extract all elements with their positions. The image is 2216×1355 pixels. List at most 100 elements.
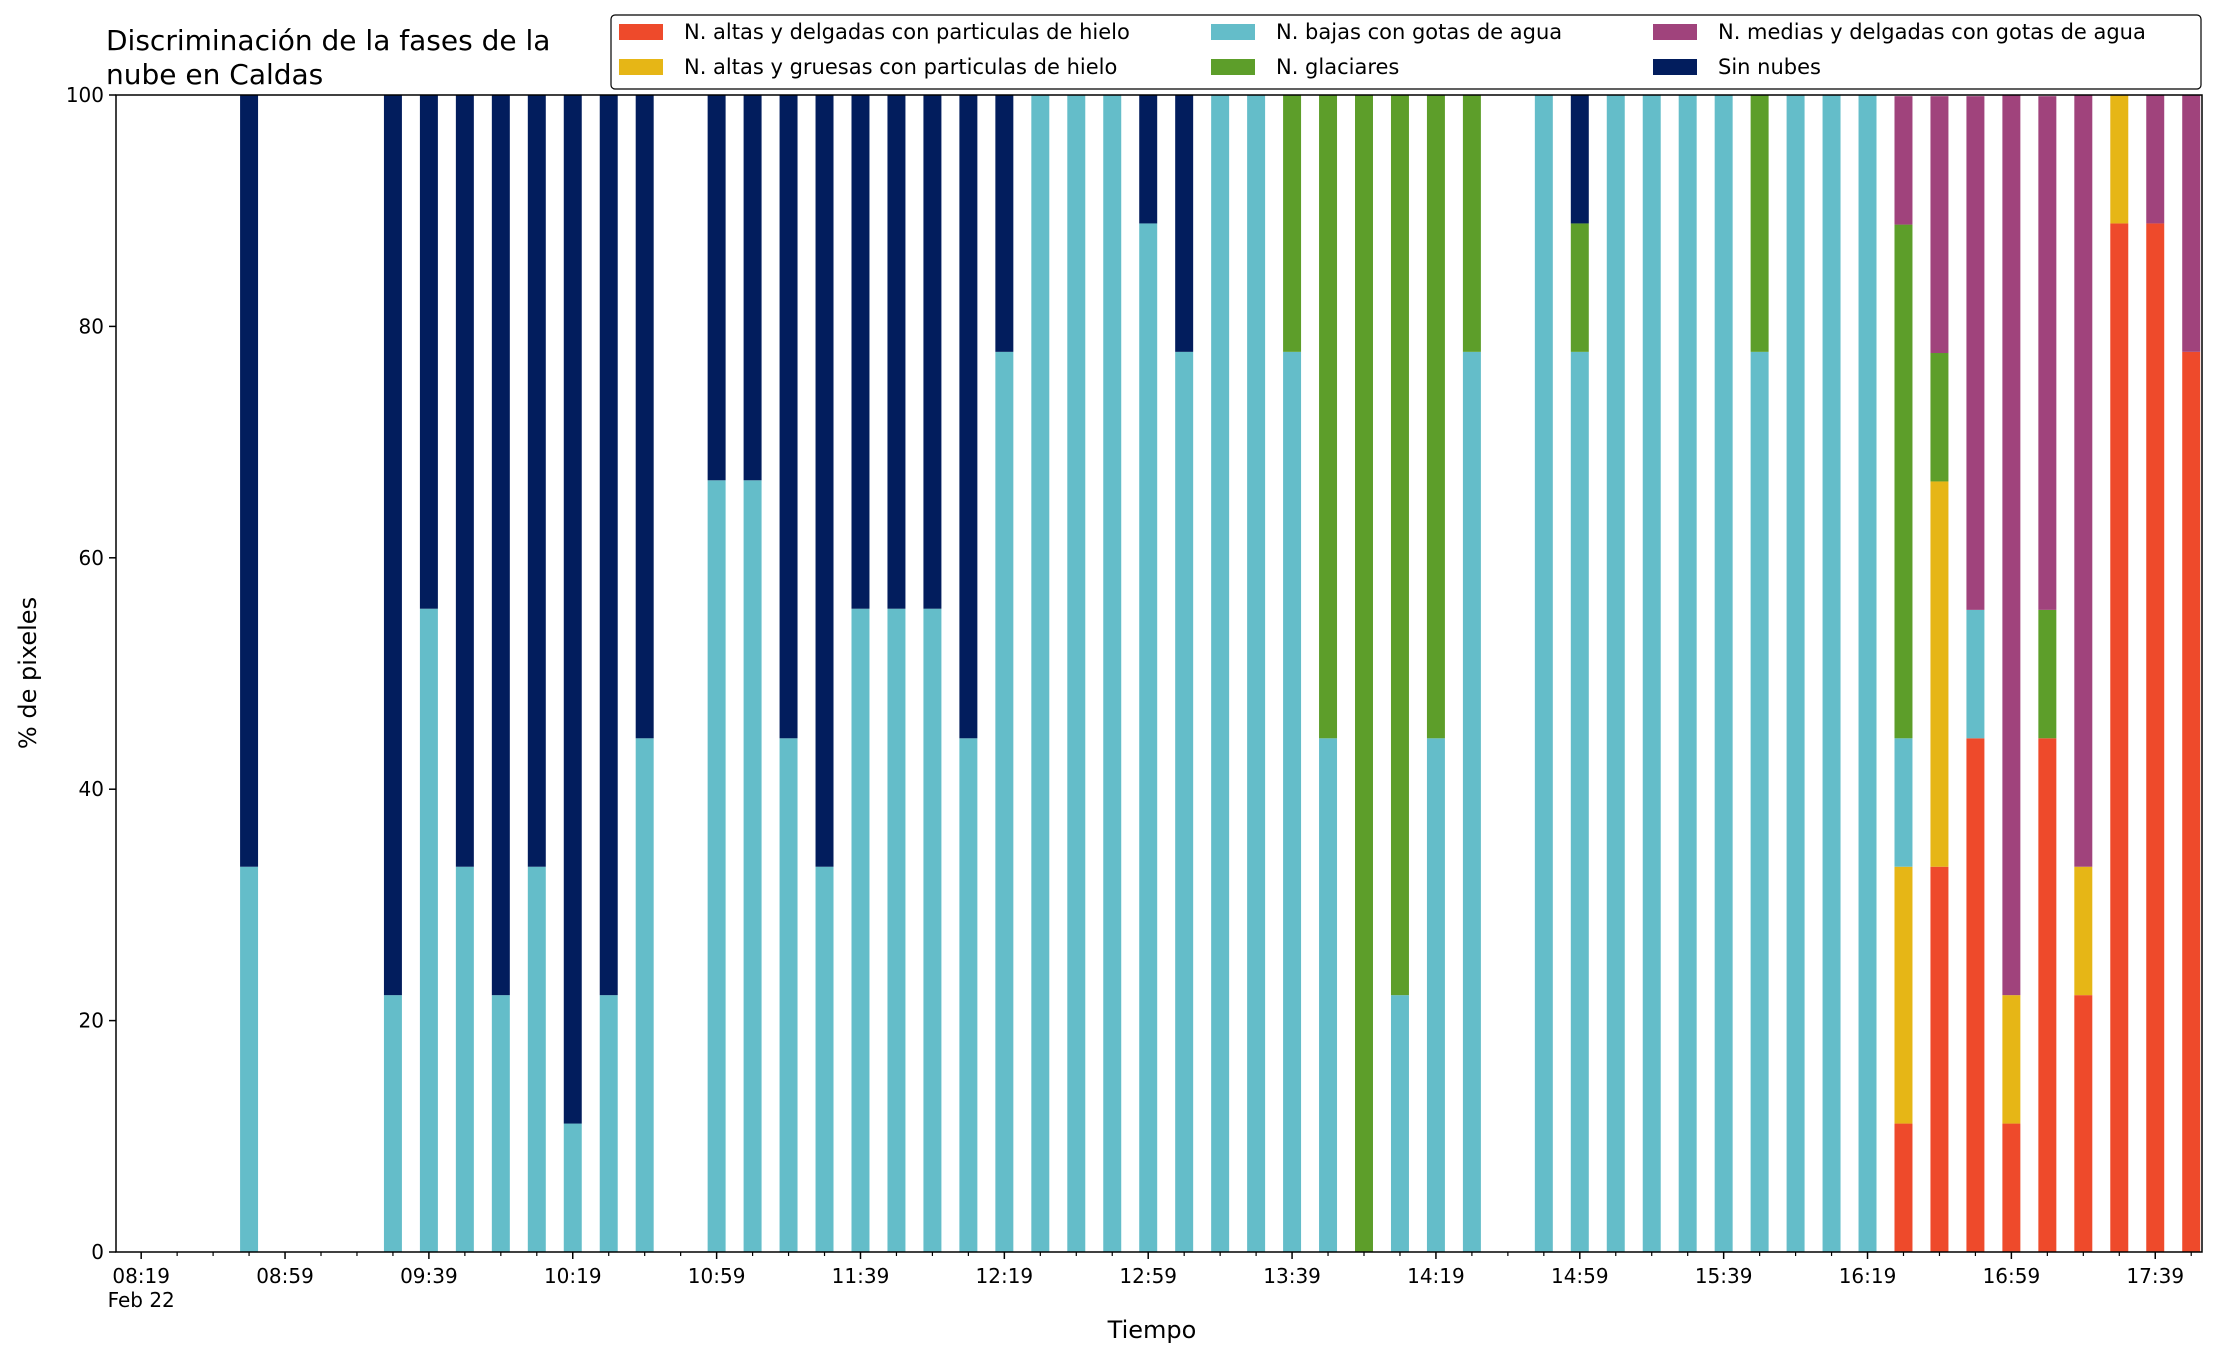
chart-title: Discriminación de la fases de la nube en… (106, 24, 550, 91)
bar-1659-mid_water (2002, 95, 2021, 996)
bar-1629-hi_thin (1894, 1123, 1913, 1252)
bar-1249-low_water (1103, 95, 1122, 1252)
bar-1159-low_water (923, 608, 942, 1252)
legend: N. altas y delgadas con particulas de hi… (610, 14, 2202, 90)
bar-1429-low_water (1462, 351, 1481, 1253)
bar-1349-glacier (1319, 95, 1338, 739)
bar-1429-glacier (1462, 95, 1481, 352)
bar-1409-low_water (1390, 995, 1409, 1252)
bar-1639-glacier (1930, 353, 1949, 482)
x-tick-label: 14:59 (1551, 1264, 1609, 1288)
bar-1619-low_water (1858, 95, 1877, 1252)
legend-swatch-glacier (1211, 59, 1255, 75)
bar-1009-no_cloud (527, 95, 546, 867)
bar-1259-no_cloud (1139, 95, 1158, 224)
chart-title-line-2: nube en Caldas (106, 58, 323, 91)
bar-1339-low_water (1283, 351, 1302, 1253)
bar-1659-hi_thick (2002, 995, 2021, 1124)
y-tick-label: 0 (91, 1240, 104, 1264)
bar-1059-no_cloud (707, 95, 726, 481)
legend-box (610, 14, 2202, 90)
bar-1119-no_cloud (779, 95, 798, 739)
bar-1219-low_water (995, 351, 1014, 1253)
chart-title-line-1: Discriminación de la fases de la (106, 24, 550, 57)
y-axis: 0 20 40 60 80 100 (66, 83, 116, 1264)
bar-1559-low_water (1786, 95, 1805, 1252)
bar-1459-low_water (1570, 351, 1589, 1253)
x-tick-label: 09:39 (400, 1264, 458, 1288)
y-tick-label: 60 (79, 546, 104, 570)
bar-1729-hi_thick (2110, 95, 2129, 224)
bar-1509-low_water (1606, 95, 1625, 1252)
legend-label-mid_water: N. medias y delgadas con gotas de agua (1718, 20, 2146, 44)
y-tick-label: 80 (79, 314, 104, 338)
bar-1029-low_water (599, 995, 618, 1252)
bar-0939-low_water (419, 608, 438, 1252)
legend-swatch-hi_thin (619, 24, 663, 40)
bar-1159-no_cloud (923, 95, 942, 609)
legend-label-hi_thick: N. altas y gruesas con particulas de hie… (684, 55, 1117, 79)
bar-1719-hi_thick (2074, 866, 2093, 996)
bar-1649-low_water (1966, 609, 1985, 739)
bar-1239-low_water (1067, 95, 1086, 1252)
legend-label-hi_thin: N. altas y delgadas con particulas de hi… (684, 20, 1130, 44)
bar-1419-glacier (1426, 95, 1445, 739)
y-tick-label: 20 (79, 1009, 104, 1033)
bar-1629-glacier (1894, 224, 1913, 739)
bar-1719-mid_water (2074, 95, 2093, 867)
bar-1349-low_water (1319, 738, 1338, 1252)
plot-frame (115, 94, 2203, 1253)
x-tick-label: 08:59 (256, 1264, 314, 1288)
bar-1739-mid_water (2146, 95, 2165, 224)
x-tick-label: 17:39 (2126, 1264, 2184, 1288)
bar-1109-low_water (743, 480, 762, 1252)
bar-1149-no_cloud (887, 95, 906, 609)
bar-1129-low_water (815, 866, 834, 1252)
bar-0949-no_cloud (455, 95, 474, 867)
legend-label-low_water: N. bajas con gotas de agua (1276, 20, 1562, 44)
bar-1009-low_water (527, 866, 546, 1252)
bar-1519-low_water (1642, 95, 1661, 1252)
x-tick-label: 16:59 (1983, 1264, 2041, 1288)
bar-1739-hi_thin (2146, 223, 2165, 1253)
bar-1029-no_cloud (599, 95, 618, 996)
legend-label-no_cloud: Sin nubes (1718, 55, 1821, 79)
bar-1639-mid_water (1930, 96, 1949, 354)
bar-1219-no_cloud (995, 95, 1014, 352)
bar-1039-no_cloud (635, 95, 654, 739)
x-tick-label: 14:19 (1407, 1264, 1465, 1288)
bar-1139-low_water (851, 608, 870, 1252)
x-tick-label: 16:19 (1839, 1264, 1897, 1288)
bar-0849-no_cloud (240, 95, 259, 867)
y-tick-label: 40 (79, 777, 104, 801)
bar-1359-glacier (1355, 95, 1373, 1252)
legend-swatch-hi_thick (619, 59, 663, 75)
x-tick-label: 08:19 (112, 1264, 170, 1288)
bar-1709-hi_thin (2038, 738, 2057, 1252)
x-tick-label: 11:39 (832, 1264, 890, 1288)
bar-1129-no_cloud (815, 95, 834, 867)
bar-1649-mid_water (1966, 96, 1985, 610)
bar-1749-hi_thin (2182, 351, 2201, 1253)
legend-swatch-low_water (1211, 24, 1255, 40)
bar-0849-low_water (240, 866, 259, 1252)
bar-1419-low_water (1426, 738, 1445, 1252)
bar-1749-mid_water (2182, 95, 2201, 352)
bar-0929-low_water (383, 995, 402, 1252)
bars-layer (240, 95, 2201, 1253)
x-tick-label: 15:39 (1695, 1264, 1753, 1288)
bar-1039-low_water (635, 738, 654, 1252)
legend-swatch-mid_water (1653, 24, 1697, 40)
bar-1529-low_water (1678, 95, 1697, 1252)
bar-1549-low_water (1750, 351, 1769, 1253)
bar-1649-hi_thin (1966, 738, 1985, 1252)
legend-swatch-no_cloud (1653, 59, 1697, 75)
legend-label-glacier: N. glaciares (1276, 55, 1399, 79)
bar-1459-no_cloud (1570, 95, 1589, 224)
x-axis-label: Tiempo (1107, 1316, 1197, 1344)
bar-1709-mid_water (2038, 96, 2057, 610)
bar-1719-hi_thin (2074, 995, 2093, 1252)
x-tick-sublabel: Feb 22 (108, 1288, 175, 1312)
